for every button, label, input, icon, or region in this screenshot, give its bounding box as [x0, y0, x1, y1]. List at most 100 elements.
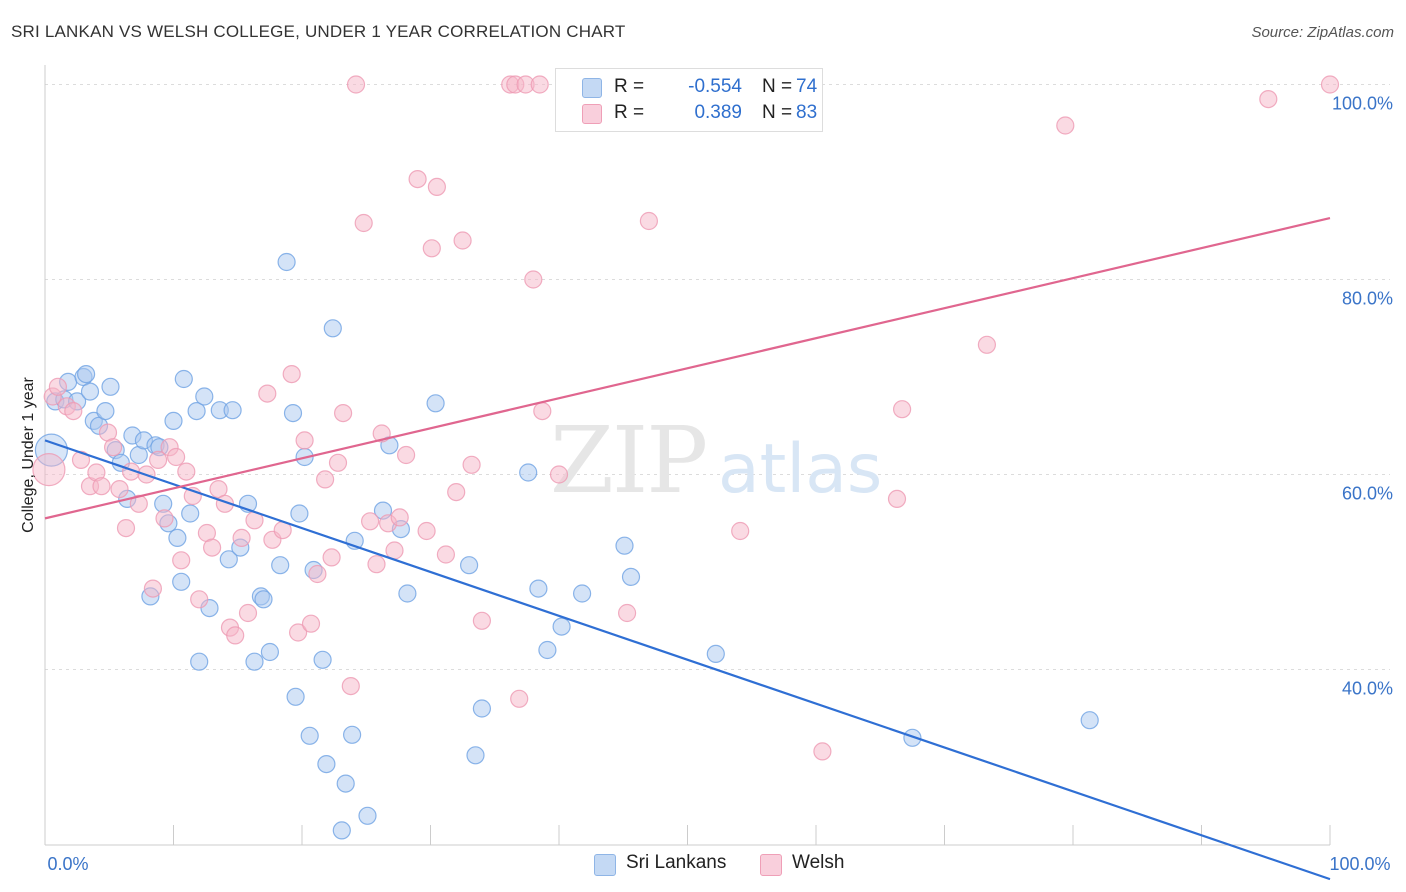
sri-lankan-point	[245, 652, 264, 671]
sri-lankan-point	[300, 726, 319, 745]
welsh-point	[190, 590, 209, 609]
sri-lankan-point	[426, 394, 445, 413]
sri-lankan-point	[190, 652, 209, 671]
welsh-point	[813, 742, 832, 761]
welsh-point	[258, 384, 277, 403]
sri-lankan-point	[552, 617, 571, 636]
sri-lankan-point	[80, 382, 100, 401]
welsh-point	[322, 548, 341, 567]
welsh-point	[510, 689, 529, 708]
sri-lankan-point	[181, 504, 200, 523]
welsh-point	[203, 538, 222, 557]
legend-label: Sri Lankans	[626, 852, 727, 873]
welsh-point	[549, 465, 569, 484]
sri-lankan-point	[332, 821, 351, 840]
watermark-atlas: atlas	[718, 430, 882, 509]
sri-lankan-point	[187, 402, 206, 421]
sri-lankan-point	[283, 404, 303, 423]
legend-swatch-pink	[582, 104, 602, 124]
welsh-point	[390, 508, 409, 527]
welsh-point	[1056, 116, 1075, 135]
welsh-point	[1320, 75, 1340, 94]
welsh-point	[103, 438, 123, 457]
correlation-legend: R = -0.554 N = 74 R = 0.389 N = 83	[555, 68, 823, 132]
welsh-point	[341, 676, 360, 696]
welsh-point	[177, 462, 196, 481]
sri-lankan-point	[96, 402, 115, 421]
sri-lankan-point	[1080, 711, 1099, 730]
sri-lankan-point	[323, 319, 342, 338]
welsh-point	[731, 521, 750, 541]
sri-lankan-point	[172, 572, 191, 591]
y-tick-label: 100.0%	[1332, 94, 1393, 114]
welsh-point	[533, 402, 552, 421]
legend-swatch-blue	[582, 78, 602, 98]
welsh-point	[155, 509, 174, 528]
sri-lankan-point	[615, 536, 634, 555]
series-0	[34, 252, 1099, 840]
sri-lankan-point	[277, 252, 296, 272]
trend-lines	[44, 217, 1331, 881]
welsh-point	[282, 365, 301, 384]
sri-lankan-point	[223, 401, 242, 420]
y-tick-label: 40.0%	[1342, 679, 1393, 699]
sri-lankan-point	[219, 550, 238, 569]
sri-lankan-point	[529, 579, 548, 598]
welsh-point	[149, 450, 168, 469]
sri-lankan-point	[313, 650, 332, 669]
x-tick-label: 100.0%	[1329, 854, 1390, 874]
welsh-point	[143, 579, 162, 598]
sri-lankan-point	[621, 567, 641, 587]
welsh-point	[110, 480, 129, 499]
welsh-point	[301, 614, 321, 633]
welsh-point	[334, 404, 353, 423]
welsh-point	[226, 626, 245, 645]
welsh-point	[167, 447, 186, 467]
legend-r-label: R =	[614, 76, 645, 97]
legend-label: Welsh	[792, 852, 845, 873]
welsh-point	[129, 494, 148, 513]
legend-r-value: -0.554	[688, 76, 742, 97]
source-note: Source: ZipAtlas.com	[1251, 24, 1394, 41]
sri-lankan-point	[317, 754, 336, 774]
grid-lines	[45, 84, 1390, 670]
welsh-point	[453, 231, 472, 250]
welsh-point	[977, 335, 997, 354]
y-tick-label: 80.0%	[1342, 289, 1393, 309]
welsh-point	[289, 623, 308, 642]
welsh-point	[617, 603, 637, 623]
sri-lankan-point	[358, 806, 377, 825]
welsh-point	[462, 455, 481, 474]
sri-lankan-point	[168, 528, 187, 548]
sri-lankan-point	[903, 728, 922, 747]
welsh-point	[316, 470, 335, 489]
sri-lankan-point	[538, 640, 557, 660]
welsh-point	[172, 551, 191, 570]
welsh-point	[524, 270, 543, 289]
sri-lankan-point	[472, 699, 491, 718]
welsh-point	[48, 377, 68, 396]
welsh-point	[32, 453, 66, 487]
sri-lankan-point	[254, 590, 273, 609]
sri-lankan-point	[101, 377, 120, 396]
sri-lankan-point	[286, 687, 305, 706]
watermark-zip: ZIP	[550, 407, 706, 514]
welsh-point	[232, 528, 251, 548]
legend-n-value: 74	[796, 76, 818, 97]
sri-lankan-point	[195, 387, 214, 406]
welsh-point	[385, 541, 404, 560]
data-points	[32, 75, 1340, 840]
axes	[44, 65, 1331, 846]
legend-n-label: N =	[762, 102, 793, 123]
welsh-point	[427, 177, 446, 196]
sri-lankan-point	[398, 584, 417, 603]
welsh-point	[238, 603, 258, 623]
sri-lankan-point	[271, 556, 290, 575]
y-tick-label: 60.0%	[1342, 484, 1393, 504]
sri-lankan-point	[260, 642, 279, 662]
watermark: ZIP atlas	[550, 407, 882, 514]
welsh-point	[887, 489, 907, 508]
legend-r-label: R =	[614, 102, 645, 123]
sri-lankan-trend-line	[44, 439, 1331, 881]
